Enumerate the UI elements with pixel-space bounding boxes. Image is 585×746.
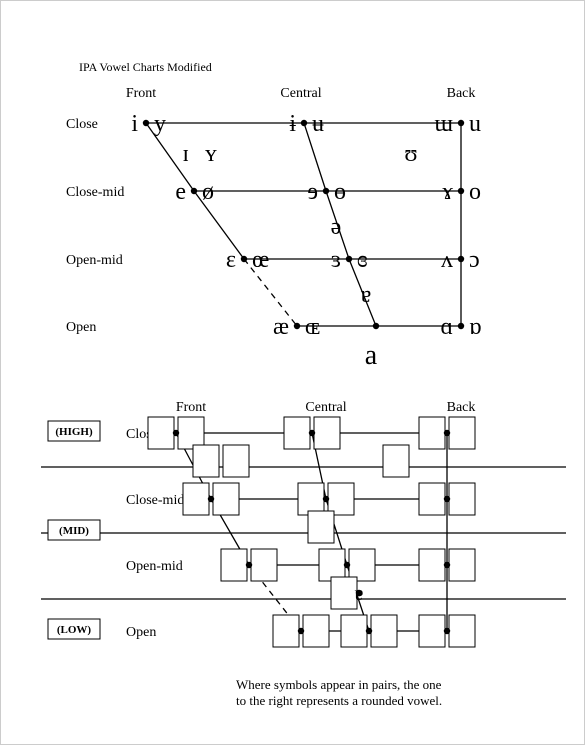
col-header: Back [447, 400, 476, 415]
row-header: Open-mid [126, 559, 183, 574]
row-header: Close [66, 117, 98, 132]
level-label: (LOW) [57, 624, 92, 636]
vowel: æ [273, 314, 289, 340]
vowel: ʏ [205, 141, 217, 167]
vowel: ɨ [289, 111, 296, 137]
vowel: ɒ [469, 314, 482, 340]
row-header: Close-mid [126, 493, 184, 508]
row-header: Open [126, 625, 156, 640]
vowel: ʌ [441, 247, 453, 273]
vowel: ɐ [355, 583, 364, 605]
vowel: ɔ [469, 247, 480, 273]
row-header: Close-mid [66, 185, 124, 200]
vowel: ɛ [226, 247, 236, 273]
level-label: (MID) [59, 525, 89, 537]
col-header: Front [126, 86, 156, 101]
col-header: Front [176, 400, 206, 415]
vowel: œ [252, 247, 269, 273]
vowel: i [131, 111, 138, 137]
vowel: e [175, 179, 186, 205]
vowel: o [469, 179, 481, 205]
vowel: ø [202, 179, 214, 205]
vowel: u [469, 111, 481, 137]
col-header: Central [280, 86, 321, 101]
col-header: Back [447, 86, 476, 101]
vowel: ɶ [305, 314, 320, 340]
vowel: ɪ [182, 141, 189, 167]
vowel: ɞ [357, 247, 368, 273]
row-header: Open [66, 320, 96, 335]
vowel: ʉ [312, 111, 324, 137]
row-header: Open-mid [66, 253, 123, 268]
vowel: ə [331, 214, 342, 240]
page-title: IPA Vowel Charts Modified [79, 60, 212, 74]
vowel: ʊ [404, 141, 417, 167]
caption: Where symbols appear in pairs, the one [236, 677, 442, 692]
vowel: a [365, 340, 378, 371]
vowel: y [154, 111, 166, 137]
vowel: ɑ [440, 314, 453, 340]
ipa-diagram: IPA Vowel Charts Modified Front Central Bac… [1, 1, 585, 746]
vowel: ɤ [442, 179, 453, 205]
vowel: ɵ [334, 179, 346, 205]
vowel: ɘ [307, 179, 318, 205]
caption: to the right represents a rounded vowel. [236, 693, 442, 708]
level-label: (HIGH) [55, 426, 93, 438]
col-header: Central [305, 400, 346, 415]
vowel: ɯ [434, 111, 453, 137]
vowel: ɜ [331, 247, 341, 273]
vowel: ɐ [361, 282, 372, 308]
